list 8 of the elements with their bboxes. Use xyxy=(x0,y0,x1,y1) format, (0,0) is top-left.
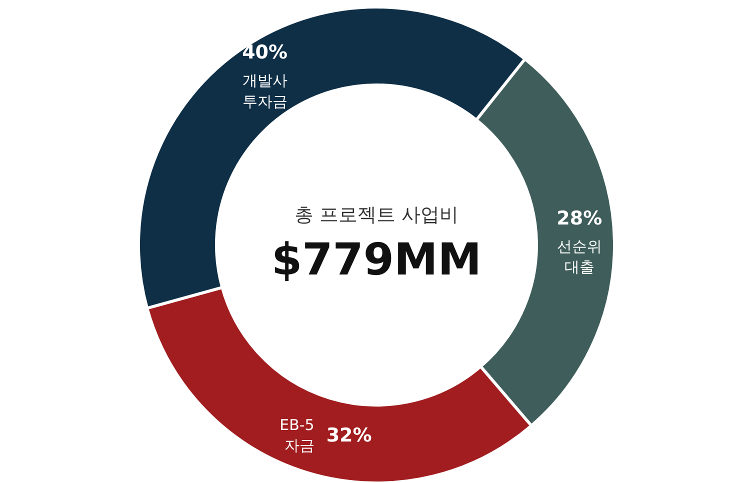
data-label: 28% xyxy=(556,207,602,230)
text: $779MM xyxy=(271,234,482,286)
text: 총 프로젝트 사업비 xyxy=(294,204,459,226)
slice-label: EB-5 자금 xyxy=(280,416,314,455)
slice-label: 개발사 투자금 xyxy=(242,72,288,110)
data-label: 32% xyxy=(326,424,372,446)
data-label: 40% xyxy=(242,42,288,64)
slice-label: 선순위 대출 xyxy=(556,237,602,276)
